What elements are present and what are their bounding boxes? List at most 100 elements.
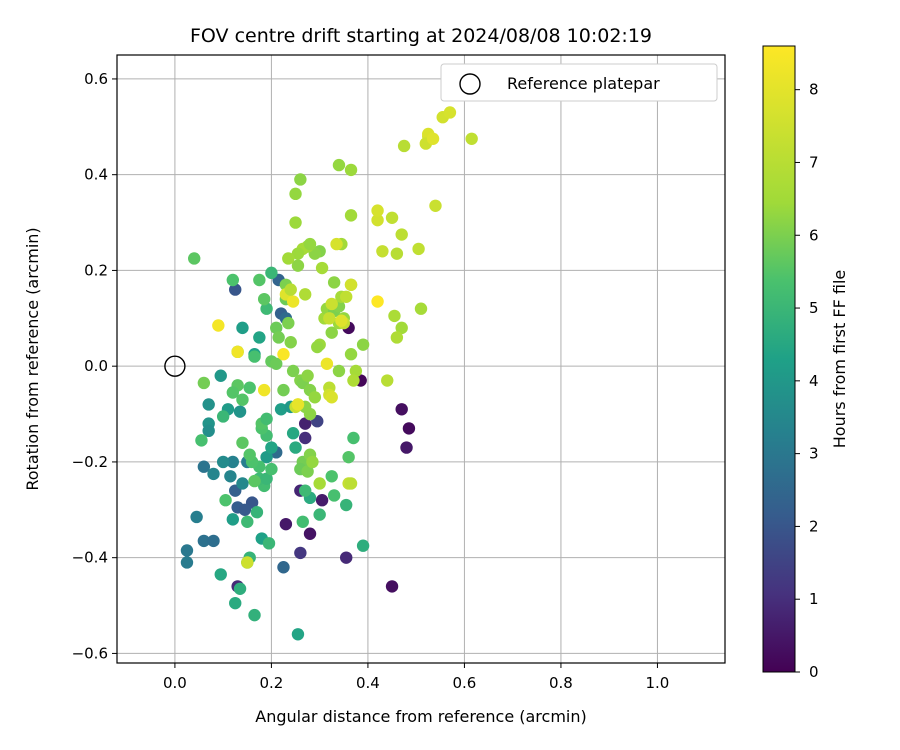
scatter-point xyxy=(395,321,408,335)
scatter-point xyxy=(265,266,278,280)
scatter-point xyxy=(390,247,404,260)
scatter-point xyxy=(376,245,389,258)
scatter-point xyxy=(277,383,290,397)
scatter-point xyxy=(197,460,211,473)
colorbar-tick-label: 6 xyxy=(809,226,819,244)
plot-frame xyxy=(116,54,726,664)
scatter-point xyxy=(303,237,317,251)
scatter-point xyxy=(443,106,457,119)
scatter-point xyxy=(243,448,256,461)
scatter-point xyxy=(243,381,256,394)
scatter-point xyxy=(190,510,203,524)
scatter-point xyxy=(291,259,305,272)
scatter-point xyxy=(197,534,211,548)
x-tick-label: 0.2 xyxy=(259,674,283,692)
scatter-point xyxy=(262,537,276,550)
scatter-point xyxy=(371,295,384,308)
scatter-point xyxy=(229,596,242,610)
scatter-point xyxy=(412,242,425,256)
scatter-point xyxy=(327,489,341,502)
colorbar-label: Hours from first FF file xyxy=(830,270,849,449)
colorbar-tick-label: 2 xyxy=(809,517,819,535)
scatter-point xyxy=(465,132,478,145)
scatter-point xyxy=(340,290,353,303)
colorbar-tick-label: 4 xyxy=(809,372,819,390)
scatter-point xyxy=(219,494,232,507)
scatter-point xyxy=(279,517,293,531)
scatter-point xyxy=(248,608,261,622)
scatter-point xyxy=(241,556,254,569)
colorbar-tick-label: 1 xyxy=(809,590,819,608)
scatter-point xyxy=(294,546,307,560)
legend-marker xyxy=(459,73,481,95)
scatter-point xyxy=(248,350,261,363)
scatter-point xyxy=(327,276,341,289)
chart-title: FOV centre drift starting at 2024/08/08 … xyxy=(190,25,652,47)
y-tick-label: −0.4 xyxy=(72,549,108,567)
scatter-point xyxy=(298,288,312,301)
scatter-point xyxy=(180,544,194,557)
x-tick-label: 0.4 xyxy=(356,674,380,692)
scatter-point xyxy=(284,336,297,349)
scatter-point xyxy=(180,556,194,569)
scatter-point xyxy=(229,283,242,296)
scatter-point xyxy=(265,462,278,476)
scatter-point xyxy=(371,204,384,217)
scatter-point xyxy=(344,209,358,222)
scatter-point xyxy=(270,357,283,370)
scatter-point xyxy=(340,551,353,564)
scatter-point xyxy=(270,321,283,335)
scatter-point xyxy=(214,369,227,382)
scatter-point xyxy=(257,383,271,397)
scatter-point xyxy=(197,376,211,390)
scatter-point xyxy=(231,345,244,359)
colorbar: 0 1 2 3 4 5 6 7 8 Hours from first FF file xyxy=(762,45,849,681)
data-points xyxy=(164,106,478,641)
scatter-point xyxy=(308,391,322,404)
scatter-point xyxy=(344,477,358,490)
scatter-point xyxy=(291,247,305,260)
scatter-point xyxy=(260,472,273,485)
scatter-point xyxy=(236,321,249,335)
scatter-point xyxy=(257,292,271,306)
scatter-point xyxy=(340,498,353,512)
scatter-point xyxy=(260,412,273,426)
scatter-point xyxy=(356,539,370,552)
scatter-point xyxy=(289,441,302,454)
scatter-point xyxy=(344,163,358,177)
scatter-point xyxy=(195,434,208,447)
scatter-point xyxy=(306,455,319,469)
scatter-point xyxy=(395,228,408,241)
scatter-point xyxy=(265,441,278,454)
scatter-point xyxy=(347,374,360,387)
scatter-point xyxy=(301,369,314,382)
scatter-point xyxy=(313,477,326,490)
scatter-point xyxy=(315,494,329,507)
scatter-point xyxy=(356,338,370,351)
scatter-point xyxy=(216,410,230,423)
scatter-point xyxy=(282,316,295,330)
scatter-point xyxy=(294,173,307,186)
x-tick-label: 0.6 xyxy=(452,674,476,692)
x-tick-label: 0.8 xyxy=(549,674,573,692)
scatter-point xyxy=(207,534,220,548)
scatter-point xyxy=(207,467,220,481)
scatter-point xyxy=(303,527,317,540)
colorbar-tick-label: 7 xyxy=(809,153,819,171)
scatter-point xyxy=(282,252,295,265)
y-tick-label: 0.2 xyxy=(84,261,108,279)
x-tick-label: 0.0 xyxy=(163,674,187,692)
scatter-point xyxy=(286,295,300,308)
scatter-point xyxy=(311,340,324,354)
scatter-point xyxy=(226,513,240,526)
scatter-point xyxy=(233,405,247,418)
scatter-point xyxy=(325,391,338,404)
scatter-point xyxy=(224,470,237,483)
scatter-point xyxy=(395,403,408,416)
scatter-point xyxy=(250,505,264,519)
reference-marker xyxy=(164,355,186,377)
scatter-point xyxy=(226,455,240,469)
scatter-point xyxy=(216,455,230,469)
